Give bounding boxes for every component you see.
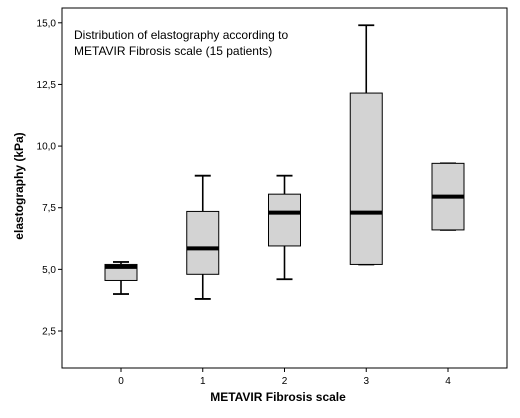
x-tick-label: 0: [118, 376, 124, 387]
chart-title-line-2: METAVIR Fibrosis scale (15 patients): [74, 44, 272, 58]
x-axis-title: METAVIR Fibrosis scale: [210, 390, 346, 404]
iqr-box: [349, 92, 383, 265]
box-category-1: [186, 174, 220, 300]
box-category-2: [268, 174, 301, 281]
x-axis: 0 1 2 3 4: [118, 368, 451, 387]
x-tick-label: 1: [200, 376, 206, 387]
box-category-3: [349, 24, 383, 266]
box-category-4: [431, 162, 465, 231]
boxes-group: [104, 24, 465, 300]
x-tick-label: 2: [282, 376, 288, 387]
y-tick-label: 2,5: [42, 327, 56, 338]
y-tick-label: 5,0: [42, 265, 56, 276]
y-tick-label: 12,5: [37, 80, 57, 91]
x-tick-label: 3: [363, 376, 369, 387]
y-tick-label: 10,0: [37, 142, 57, 153]
iqr-box: [268, 193, 301, 247]
chart-title-line-1: Distribution of elastography according t…: [74, 28, 288, 42]
iqr-box: [186, 210, 220, 275]
x-tick-label: 4: [445, 376, 451, 387]
y-tick-label: 15,0: [37, 18, 57, 29]
y-axis-title: elastography (kPa): [12, 132, 26, 239]
y-axis: 2,5 5,0 7,5 10,0 12,5 15,0: [37, 18, 62, 338]
box-category-0: [104, 261, 138, 295]
y-tick-label: 7,5: [42, 203, 56, 214]
